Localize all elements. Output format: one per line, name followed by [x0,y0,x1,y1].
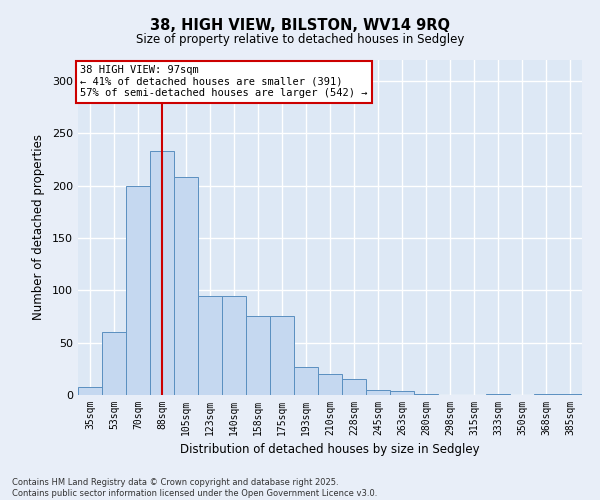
Bar [294,366,318,395]
Bar [174,178,198,395]
Bar [246,316,270,395]
X-axis label: Distribution of detached houses by size in Sedgley: Distribution of detached houses by size … [180,444,480,456]
Bar [366,390,390,395]
Bar [126,186,150,395]
Bar [198,296,222,395]
Bar [534,394,558,395]
Bar [222,296,246,395]
Bar [270,316,294,395]
Bar [390,391,414,395]
Bar [414,394,438,395]
Bar [102,332,126,395]
Text: 38 HIGH VIEW: 97sqm
← 41% of detached houses are smaller (391)
57% of semi-detac: 38 HIGH VIEW: 97sqm ← 41% of detached ho… [80,65,368,98]
Bar [558,394,582,395]
Bar [78,386,102,395]
Bar [150,151,174,395]
Bar [486,394,510,395]
Text: Size of property relative to detached houses in Sedgley: Size of property relative to detached ho… [136,34,464,46]
Bar [342,380,366,395]
Text: 38, HIGH VIEW, BILSTON, WV14 9RQ: 38, HIGH VIEW, BILSTON, WV14 9RQ [150,18,450,32]
Bar [318,374,342,395]
Y-axis label: Number of detached properties: Number of detached properties [32,134,45,320]
Text: Contains HM Land Registry data © Crown copyright and database right 2025.
Contai: Contains HM Land Registry data © Crown c… [12,478,377,498]
